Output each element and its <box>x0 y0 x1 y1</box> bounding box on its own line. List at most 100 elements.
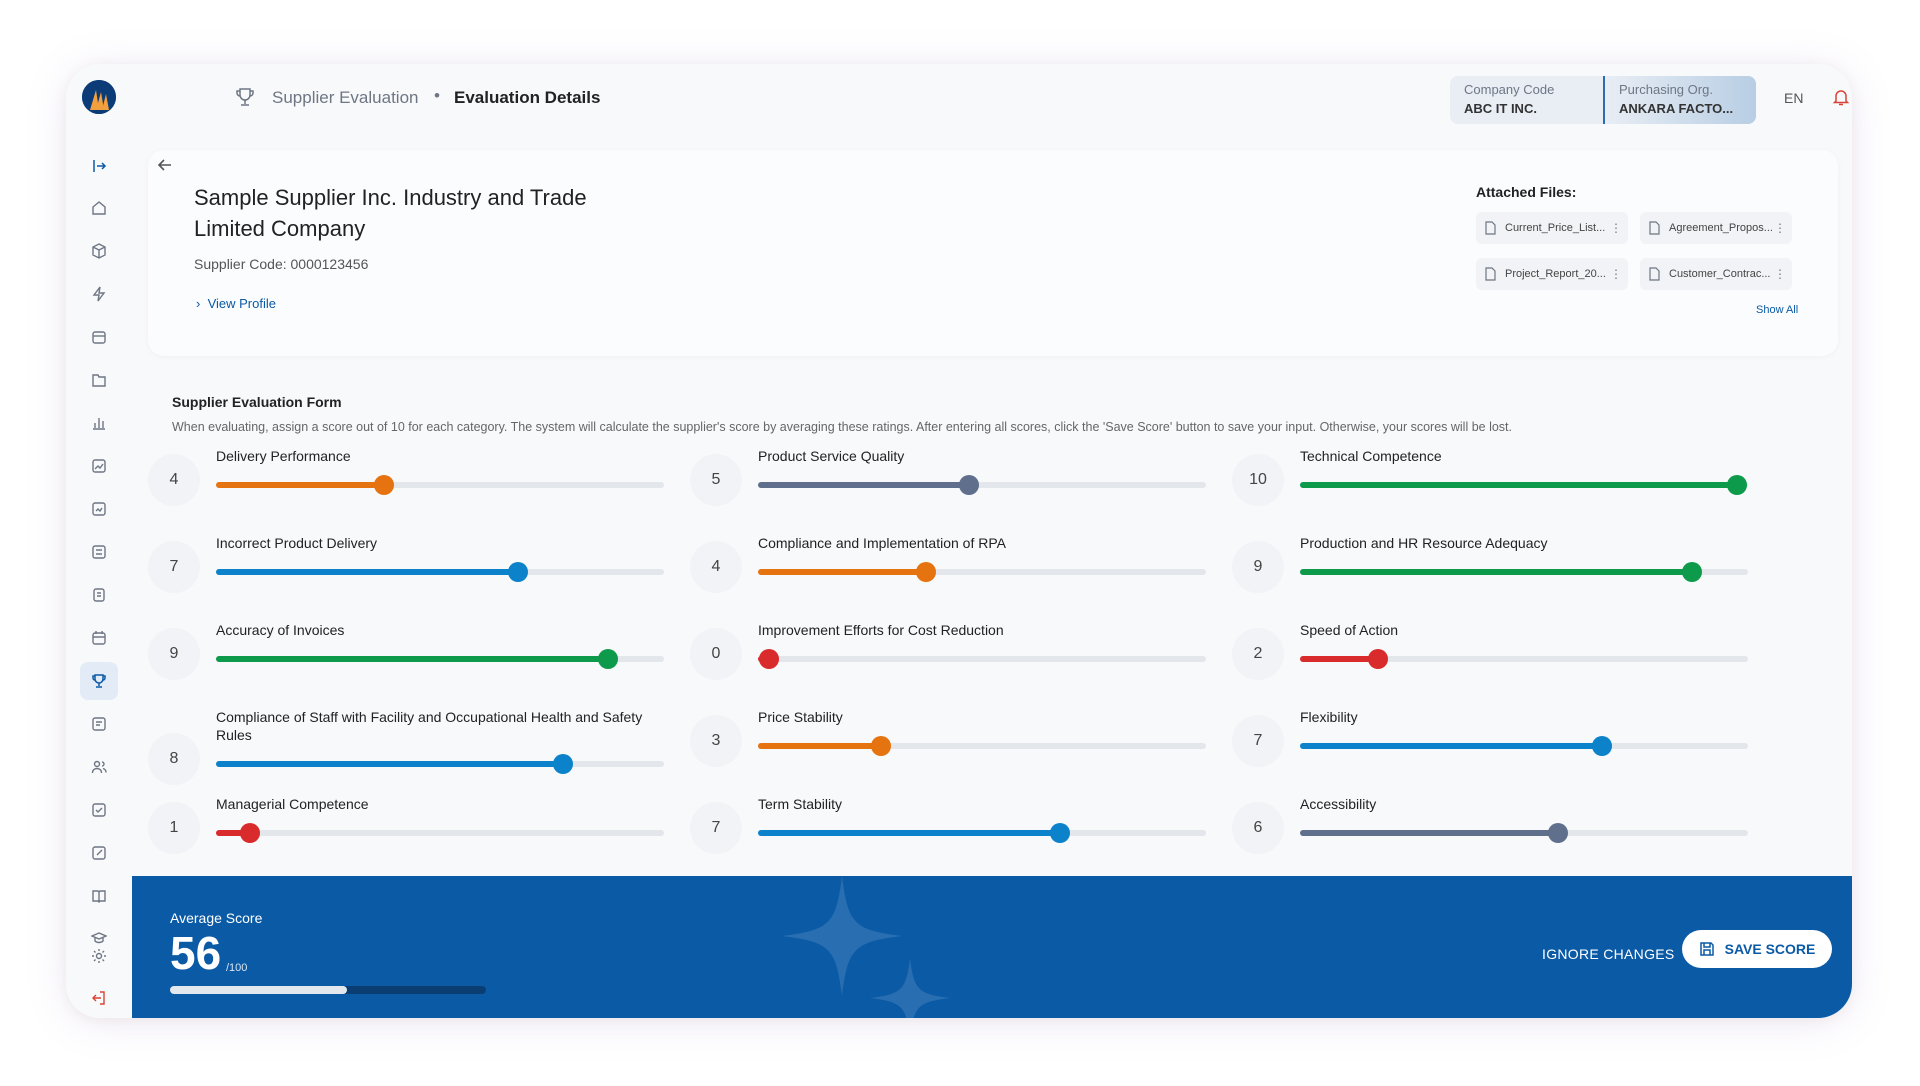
company-code-cell[interactable]: Company Code ABC IT INC. <box>1450 76 1603 124</box>
package-icon[interactable] <box>83 235 115 267</box>
top-header: Supplier Evaluation • Evaluation Details… <box>132 64 1852 130</box>
settings-icon[interactable] <box>83 940 115 972</box>
file-name: Agreement_Propos... <box>1669 222 1773 234</box>
slider-thumb[interactable] <box>958 475 979 495</box>
criterion-label: Price Stability <box>758 709 843 725</box>
slider-fill <box>216 482 384 488</box>
trophy-breadcrumb-icon <box>236 88 254 106</box>
task-check-icon[interactable] <box>83 794 115 826</box>
slider-track[interactable] <box>758 649 1206 669</box>
slider-track[interactable] <box>758 562 1206 582</box>
language-switcher[interactable]: EN <box>1784 90 1804 106</box>
users-icon[interactable] <box>83 751 115 783</box>
form-title: Supplier Evaluation Form <box>172 394 342 410</box>
archive-icon[interactable] <box>83 321 115 353</box>
slider-track[interactable] <box>216 649 664 669</box>
criterion-slider: 2 Speed of Action <box>1232 622 1762 708</box>
slider-thumb[interactable] <box>553 754 574 774</box>
bar-chart-icon[interactable] <box>83 407 115 439</box>
slider-fill <box>1300 830 1558 836</box>
file-name: Project_Report_20... <box>1505 268 1606 280</box>
file-chip[interactable]: Customer_Contrac... ⋮ <box>1640 258 1792 290</box>
slider-thumb[interactable] <box>1592 736 1613 756</box>
criterion-label: Term Stability <box>758 796 843 812</box>
slider-thumb[interactable] <box>374 475 394 495</box>
slider-track[interactable] <box>1300 823 1748 843</box>
slider-track[interactable] <box>1300 475 1748 495</box>
slider-thumb[interactable] <box>916 562 936 582</box>
folder-icon[interactable] <box>83 364 115 396</box>
checklist-icon[interactable] <box>83 536 115 568</box>
clipboard-icon[interactable] <box>83 579 115 611</box>
calendar-icon[interactable] <box>83 622 115 654</box>
more-options-icon[interactable]: ⋮ <box>1610 221 1622 235</box>
slider-fill <box>758 743 882 749</box>
home-icon[interactable] <box>83 192 115 224</box>
edit-note-icon[interactable] <box>83 837 115 869</box>
expand-sidebar-icon[interactable] <box>83 150 115 182</box>
document-list-icon[interactable] <box>83 708 115 740</box>
slider-fill <box>216 569 519 575</box>
save-icon <box>1699 942 1714 956</box>
save-score-button[interactable]: SAVE SCORE <box>1682 930 1832 968</box>
form-description: When evaluating, assign a score out of 1… <box>172 420 1513 434</box>
slider-track[interactable] <box>1300 562 1748 582</box>
sidebar <box>66 64 132 1018</box>
criterion-slider: 6 Accessibility <box>1232 796 1762 882</box>
slider-thumb[interactable] <box>759 649 780 669</box>
more-options-icon[interactable]: ⋮ <box>1774 221 1786 235</box>
criterion-label: Speed of Action <box>1300 622 1399 638</box>
breadcrumb-supplier-evaluation[interactable]: Supplier Evaluation <box>272 88 419 107</box>
slider-thumb[interactable] <box>1682 562 1702 582</box>
file-name: Current_Price_List... <box>1505 222 1606 234</box>
slider-track[interactable] <box>216 562 664 582</box>
slider-thumb[interactable] <box>1726 475 1747 495</box>
trophy-icon[interactable] <box>80 662 118 700</box>
more-options-icon[interactable]: ⋮ <box>1774 267 1786 281</box>
trend-icon[interactable] <box>83 450 115 482</box>
slider-thumb[interactable] <box>598 649 618 669</box>
slider-track[interactable] <box>758 823 1206 843</box>
company-logo[interactable] <box>82 80 116 114</box>
slider-track[interactable] <box>1300 649 1748 669</box>
ignore-changes-button[interactable]: IGNORE CHANGES <box>1542 946 1675 962</box>
criterion-score: 1 <box>148 802 200 854</box>
back-arrow-icon[interactable] <box>156 156 174 174</box>
slider-thumb[interactable] <box>871 736 892 756</box>
report-icon[interactable] <box>83 493 115 525</box>
slider-thumb[interactable] <box>1547 823 1568 843</box>
slider-track[interactable] <box>216 475 664 495</box>
slider-track[interactable] <box>216 823 664 843</box>
slider-thumb[interactable] <box>1368 649 1389 669</box>
slider-track[interactable] <box>758 736 1206 756</box>
slider-thumb[interactable] <box>1050 823 1071 843</box>
slider-fill <box>216 656 608 662</box>
average-score-progress <box>170 986 486 994</box>
file-icon <box>1485 267 1496 281</box>
slider-thumb[interactable] <box>508 562 529 582</box>
organization-selector[interactable]: Company Code ABC IT INC. Purchasing Org.… <box>1450 76 1756 124</box>
lightning-icon[interactable] <box>83 278 115 310</box>
criterion-slider: 4 Delivery Performance <box>148 448 678 534</box>
book-icon[interactable] <box>83 880 115 912</box>
save-score-label: SAVE SCORE <box>1724 941 1816 957</box>
bell-icon[interactable] <box>1832 88 1850 106</box>
show-all-link[interactable]: Show All <box>1756 304 1799 316</box>
view-profile-link[interactable]: › View Profile <box>196 296 276 311</box>
more-options-icon[interactable]: ⋮ <box>1610 267 1622 281</box>
purchasing-org-label: Purchasing Org. <box>1619 82 1713 97</box>
slider-track[interactable] <box>216 754 664 774</box>
slider-track[interactable] <box>1300 736 1748 756</box>
file-chip[interactable]: Agreement_Propos... ⋮ <box>1640 212 1792 244</box>
average-score-label: Average Score <box>170 910 263 926</box>
criterion-score: 9 <box>1232 541 1284 593</box>
criterion-slider: 9 Accuracy of Invoices <box>148 622 678 708</box>
file-chip[interactable]: Project_Report_20... ⋮ <box>1476 258 1628 290</box>
slider-track[interactable] <box>758 475 1206 495</box>
breadcrumb-current-page: Evaluation Details <box>454 88 601 107</box>
purchasing-org-cell[interactable]: Purchasing Org. ANKARA FACTO... <box>1603 76 1756 124</box>
logout-icon[interactable] <box>83 982 115 1014</box>
training-icon[interactable] <box>83 922 115 954</box>
file-chip[interactable]: Current_Price_List... ⋮ <box>1476 212 1628 244</box>
slider-thumb[interactable] <box>239 823 260 843</box>
